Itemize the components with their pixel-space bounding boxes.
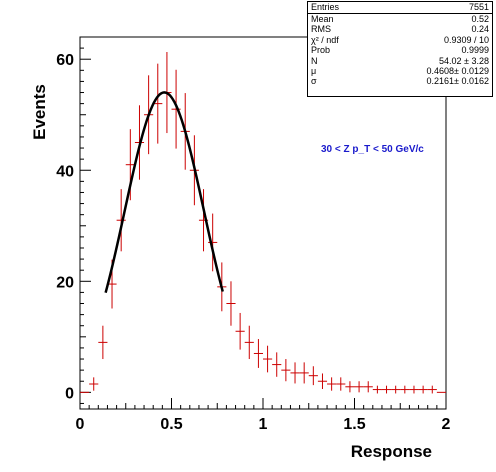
histogram-bin bbox=[98, 325, 108, 360]
stats-key: χ² / ndf bbox=[311, 34, 339, 45]
stats-value: 0.9309 / 10 bbox=[443, 34, 489, 45]
histogram-bin bbox=[354, 381, 364, 393]
stats-row: χ² / ndf 0.9309 / 10 bbox=[308, 35, 492, 45]
histogram-bins bbox=[80, 51, 446, 394]
histogram-bin bbox=[427, 385, 437, 394]
y-tick-label: 0 bbox=[65, 385, 74, 402]
histogram-bin bbox=[299, 362, 309, 384]
stats-row: σ 0.2161± 0.0162 bbox=[308, 76, 492, 86]
histogram-bin bbox=[272, 352, 282, 377]
stats-box: Entries 7551 Mean 0.52 RMS 0.24 χ² / ndf… bbox=[307, 1, 493, 97]
histogram-bin bbox=[244, 325, 254, 360]
histogram-bin bbox=[409, 385, 419, 394]
stats-key: σ bbox=[311, 76, 317, 87]
histogram-bin bbox=[391, 385, 401, 394]
x-tick-label: 1 bbox=[259, 416, 268, 433]
histogram-bin bbox=[345, 381, 355, 393]
histogram-bin bbox=[400, 385, 410, 394]
stats-key: Prob bbox=[311, 45, 331, 56]
stats-value: 0.4608± 0.0129 bbox=[426, 65, 490, 76]
x-tick-label: 0 bbox=[76, 416, 85, 433]
stats-key: N bbox=[311, 55, 318, 66]
histogram-bin bbox=[317, 373, 328, 390]
stats-row: N 54.02 ± 3.28 bbox=[308, 56, 492, 66]
stats-value: 7551 bbox=[468, 2, 489, 12]
stats-row: Prob 0.9999 bbox=[308, 45, 492, 55]
histogram-bin bbox=[116, 189, 126, 252]
kinematic-range-annotation: 30 < Z p_T < 50 GeV/c bbox=[321, 144, 424, 155]
x-tick-label: 2 bbox=[442, 416, 451, 433]
stats-key: Mean bbox=[311, 14, 334, 24]
histogram-bin bbox=[263, 345, 273, 373]
x-axis: 0 0.5 1 1.5 2 bbox=[76, 398, 451, 433]
histogram-bin bbox=[418, 385, 428, 394]
histogram-bin bbox=[372, 385, 382, 394]
histogram-bin bbox=[235, 312, 245, 350]
x-tick-label: 0.5 bbox=[160, 416, 182, 433]
stats-value: 0.24 bbox=[471, 24, 489, 35]
y-axis: 0 20 40 60 bbox=[56, 47, 91, 404]
stats-key: μ bbox=[311, 65, 317, 76]
stats-header: Entries 7551 bbox=[308, 2, 492, 14]
stats-row: μ 0.4608± 0.0129 bbox=[308, 66, 492, 76]
stats-value: 0.52 bbox=[471, 14, 489, 24]
y-tick-label: 40 bbox=[56, 163, 74, 180]
histogram-bin bbox=[363, 381, 373, 393]
stats-key: RMS bbox=[311, 24, 331, 35]
stats-value: 54.02 ± 3.28 bbox=[439, 55, 489, 66]
histogram-bin bbox=[290, 362, 300, 384]
histogram-bin bbox=[327, 377, 337, 391]
histogram-bin bbox=[89, 377, 99, 391]
stats-key: Entries bbox=[311, 2, 340, 12]
fit-curve bbox=[104, 91, 224, 294]
stats-row: Mean 0.52 bbox=[308, 14, 492, 24]
histogram-bin bbox=[336, 377, 346, 391]
histogram-bin bbox=[226, 281, 236, 326]
stats-row: RMS 0.24 bbox=[308, 24, 492, 34]
histogram-bin bbox=[253, 339, 263, 368]
histogram-bin bbox=[171, 69, 181, 149]
stats-value: 0.2161± 0.0162 bbox=[426, 76, 490, 87]
x-axis-label: Response bbox=[351, 442, 432, 461]
y-tick-label: 60 bbox=[56, 52, 74, 69]
y-tick-label: 20 bbox=[56, 274, 74, 291]
histogram-bin bbox=[281, 359, 291, 382]
histogram-bin bbox=[381, 385, 392, 394]
stats-value: 0.9999 bbox=[461, 45, 489, 56]
y-axis-label: Events bbox=[30, 84, 49, 140]
histogram-bin bbox=[308, 366, 318, 386]
x-tick-label: 1.5 bbox=[343, 416, 365, 433]
